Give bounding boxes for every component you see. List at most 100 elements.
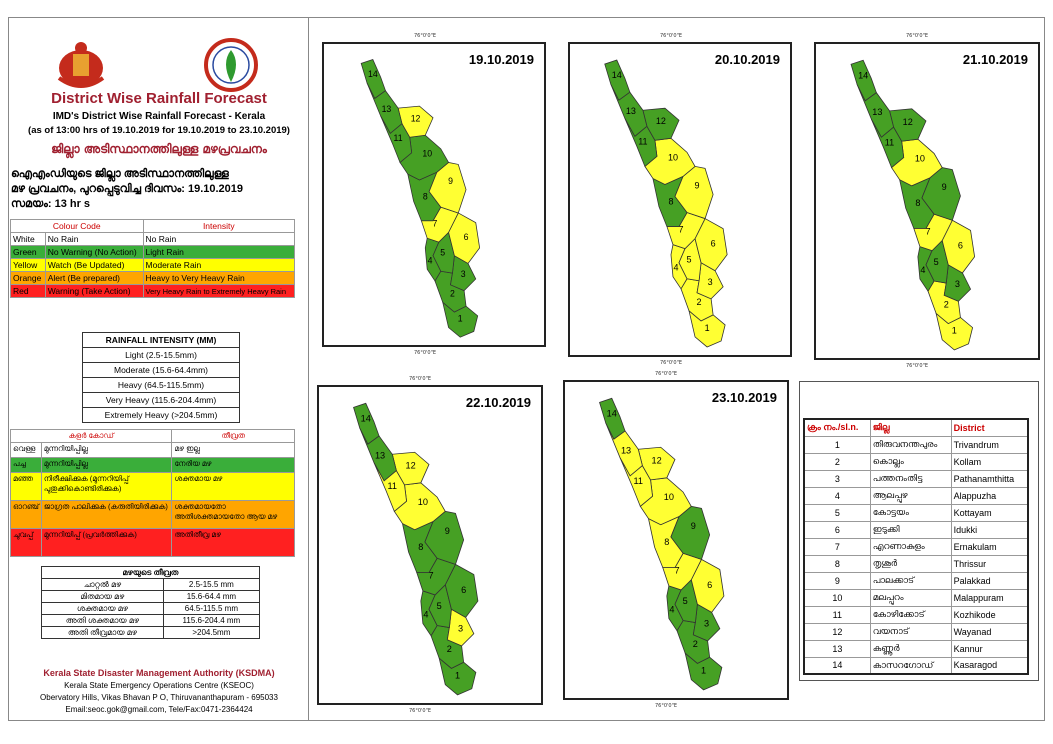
district-row: 10 മലപ്പുറം Malappuram [803, 588, 1029, 607]
district-row: 1 തിരുവനന്തപുരം Trivandrum [803, 435, 1029, 454]
colour-code-colour: Orange [10, 271, 46, 285]
longitude-label-bottom: 76°0'0"E [409, 708, 432, 714]
intensity-row: Moderate (15.6-64.4mm) [82, 362, 240, 378]
colour-code-ml-intensity: ശക്തമായ മഴ [171, 472, 295, 501]
footer-centre: Kerala State Emergency Operations Centre… [64, 681, 254, 690]
colour-code-header-ml: കളർ കോഡ് [9, 429, 173, 443]
district-number-label: 2 [450, 288, 455, 298]
forecast-map-day-3: 1 2 3 4 5 6 7 8 9 10 11 12 13 14 21.10.2019 76°0'0"E 76°… [814, 33, 1040, 369]
district-name-ml: പാലക്കാട് [869, 571, 952, 590]
district-number-label: 8 [423, 191, 428, 201]
colour-code-row-ml: പച്ച മുന്നറിയിപ്പില്ല നേരിയ മഴ [10, 457, 295, 473]
district-row: 5 കോട്ടയം Kottayam [803, 503, 1029, 522]
col-sl-no: ക്രം നം./sl.n. [803, 418, 871, 437]
district-number-label: 5 [440, 248, 445, 258]
district-name: Malappuram [950, 588, 1029, 607]
district-legend-table: ക്രം നം./sl.n. ജില്ല District 1 തിരുവനന്ത… [803, 418, 1029, 675]
district-number-label: 6 [461, 585, 466, 595]
forecast-period: (as of 13:00 hrs of 19.10.2019 for 19.10… [28, 125, 290, 136]
longitude-label-bottom: 76°0'0"E [906, 363, 929, 369]
intensity-header-ml: തീവ്രത [171, 429, 295, 443]
intensity-ml-range: 2.5-15.5 mm [162, 578, 261, 591]
colour-code-ml-colour: ചുവപ്പ് [10, 528, 42, 557]
colour-code-ml-intensity: മഴ ഇല്ല [171, 442, 295, 458]
district-number-label: 6 [958, 241, 963, 251]
district-name-ml: കൊല്ലം [869, 452, 952, 471]
district-number-label: 8 [915, 198, 920, 208]
colour-code-intensity: Very Heavy Rain to Extremely Heavy Rain [142, 284, 296, 298]
district-row: 6 ഇടുക്കി Idukki [803, 520, 1029, 539]
district-number-label: 14 [858, 70, 868, 80]
intensity-ml-range: >204.5mm [162, 626, 261, 639]
forecast-date: 21.10.2019 [962, 52, 1028, 67]
forecast-map-day-2: 1 2 3 4 5 6 7 8 9 10 11 12 13 14 20.10.2019 76°0'0"E 76°… [568, 33, 792, 366]
colour-code-colour: Green [10, 245, 46, 259]
district-number-label: 8 [668, 197, 673, 207]
district-number-label: 9 [448, 176, 453, 186]
colour-code-ml-intensity: നേരിയ മഴ [171, 457, 295, 473]
colour-code-row: Yellow Watch (Be Updated) Moderate Rain [10, 258, 296, 272]
colour-code-ml-colour: മഞ്ഞ [10, 472, 42, 501]
longitude-label: 76°0'0"E [414, 33, 437, 39]
district-number-label: 11 [638, 136, 647, 146]
district-name: Kollam [950, 452, 1029, 471]
district-number-label: 14 [361, 414, 371, 424]
district-name-ml: ഇടുക്കി [869, 520, 952, 539]
district-area-14 [850, 59, 877, 102]
district-number-label: 13 [626, 106, 636, 116]
colour-code-ml-colour: ഓറഞ്ച് [10, 500, 42, 529]
longitude-label: 76°0'0"E [906, 33, 929, 39]
district-sl-no: 11 [803, 605, 871, 624]
colour-code-meaning: No Warning (No Action) [44, 245, 144, 259]
district-number-label: 11 [388, 481, 398, 491]
district-number-label: 8 [418, 542, 423, 552]
intensity-ml-range: 115.6-204.4 mm [162, 614, 261, 627]
district-number-label: 4 [920, 265, 925, 275]
district-name: Alappuzha [950, 486, 1029, 505]
intensity-ml-label: മിതമായ മഴ [41, 590, 164, 603]
col-district: District [950, 418, 1029, 437]
district-number-label: 5 [934, 257, 939, 267]
district-legend-panel: ക്രം നം./sl.n. ജില്ല District 1 തിരുവനന്ത… [799, 381, 1039, 681]
district-name-ml: കണ്ണൂർ [869, 639, 952, 658]
longitude-label: 76°0'0"E [660, 33, 683, 39]
intensity-header: Intensity [142, 219, 296, 233]
forecast-date: 22.10.2019 [465, 395, 531, 410]
colour-code-meaning: Warning (Take Action) [44, 284, 144, 298]
district-number-label: 3 [708, 277, 713, 287]
district-number-label: 3 [704, 619, 709, 629]
district-number-label: 12 [652, 456, 662, 466]
district-number-label: 9 [942, 182, 947, 192]
district-area-14 [599, 397, 626, 440]
colour-code-ml-meaning: മുന്നറിയിപ്പില്ല [40, 457, 173, 473]
district-name: Trivandrum [950, 435, 1029, 454]
district-number-label: 3 [955, 279, 960, 289]
district-number-label: 12 [411, 114, 421, 124]
colour-code-row-ml: ചുവപ്പ് മുന്നറിയിപ്പ് (പ്രവർത്തിക്കുക) അതി… [10, 528, 295, 557]
district-number-label: 8 [664, 537, 669, 547]
district-number-label: 5 [687, 255, 692, 265]
colour-code-table-ml: കളർ കോഡ് തീവ്രത വെള്ള മുന്നറിയിപ്പില്ല മഴ … [9, 429, 295, 557]
district-sl-no: 2 [803, 452, 871, 471]
district-area-14 [360, 59, 386, 99]
longitude-label: 76°0'0"E [655, 371, 678, 377]
district-number-label: 11 [634, 476, 644, 486]
district-name-ml: ആലപ്പുഴ [869, 486, 952, 505]
colour-code-ml-colour: വെള്ള [10, 442, 42, 458]
intensity-row: Heavy (64.5-115.5mm) [82, 377, 240, 393]
district-name: Thrissur [950, 554, 1029, 573]
colour-code-row: Orange Alert (Be prepared) Heavy to Very H… [10, 271, 296, 285]
forecast-map-day-5: 1 2 3 4 5 6 7 8 9 10 11 12 13 14 23.10.2019 76°0'0"E 76°… [563, 371, 789, 709]
footer-org: Kerala State Disaster Management Authori… [43, 668, 275, 678]
district-number-label: 9 [695, 180, 700, 190]
intensity-row: Very Heavy (115.6-204.4mm) [82, 392, 240, 408]
district-number-label: 1 [701, 666, 706, 676]
district-number-label: 6 [707, 580, 712, 590]
district-name: Kottayam [950, 503, 1029, 522]
district-name: Wayanad [950, 622, 1029, 641]
intensity-ml-label: ചാറ്റൽ മഴ [41, 578, 164, 591]
colour-code-meaning: Alert (Be prepared) [44, 271, 144, 285]
district-number-label: 10 [915, 153, 925, 163]
